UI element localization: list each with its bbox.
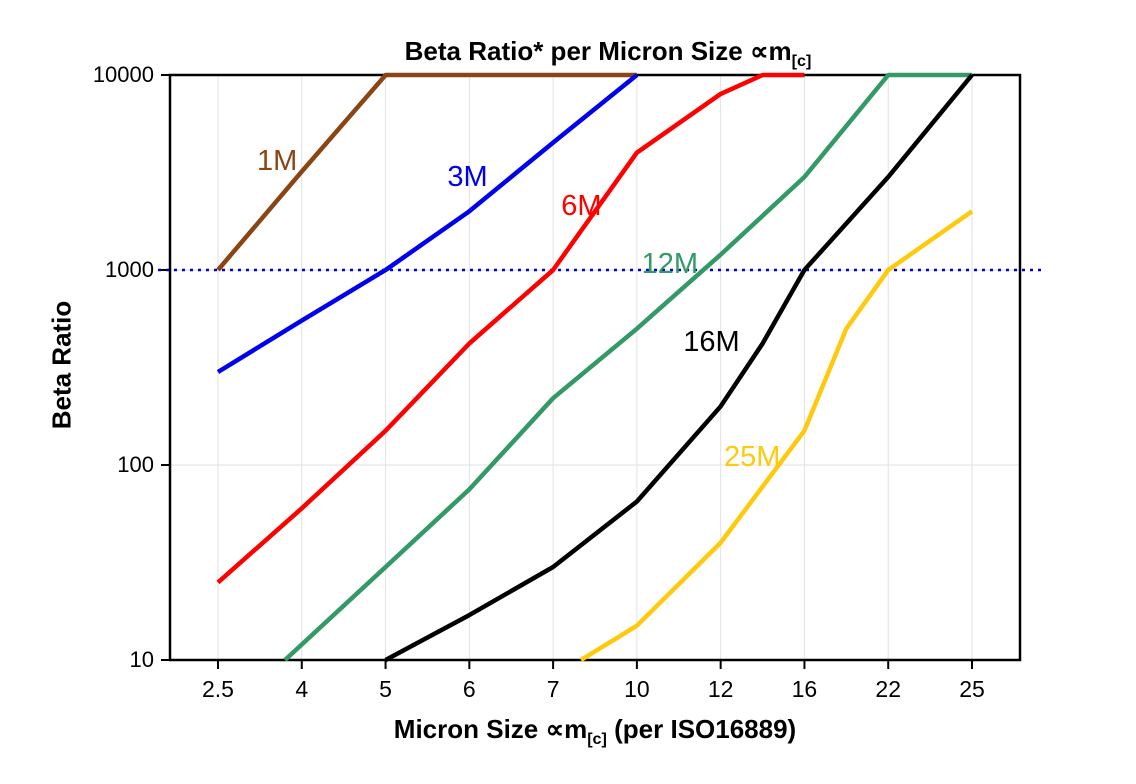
x-tick-label: 7 (547, 676, 560, 702)
series-line-25M (579, 209, 974, 662)
x-axis-label-subscript: [c] (587, 730, 607, 749)
x-tick-label: 10 (624, 676, 650, 702)
series-label-25M: 25M (724, 441, 780, 473)
x-tick-label: 5 (379, 676, 392, 702)
y-tick-label: 10000 (93, 62, 154, 87)
series-label-16M: 16M (683, 326, 739, 358)
x-tick-label: 6 (463, 676, 476, 702)
x-axis-label-symbol: ∝m (545, 714, 588, 744)
series-label-12M: 12M (642, 248, 698, 280)
series-line-16M (384, 73, 974, 662)
y-tick-label: 100 (117, 452, 154, 477)
chart-title-main: Beta Ratio* per Micron Size (404, 36, 750, 66)
x-tick-label: 16 (792, 676, 818, 702)
x-tick-label: 25 (959, 676, 985, 702)
x-tick-label: 22 (875, 676, 901, 702)
series-label-6M: 6M (561, 190, 601, 222)
series-line-12M (283, 72, 972, 662)
x-axis-label-pre: Micron Size (393, 714, 546, 744)
series-line-1M (216, 72, 637, 272)
chart-title-subscript: [c] (791, 52, 812, 71)
x-axis-label: Micron Size ∝m[c] (per ISO16889) (394, 714, 796, 749)
y-axis-label: Beta Ratio (46, 300, 77, 430)
plot-frame (168, 73, 1022, 662)
series-line-6M (216, 72, 805, 585)
chart-title-symbol: ∝m (749, 36, 792, 66)
x-tick-label: 12 (708, 676, 734, 702)
series-line-3M (216, 73, 639, 374)
x-axis-label-post: (per ISO16889) (606, 714, 797, 744)
chart-title: Beta Ratio* per Micron Size ∝m[c] (405, 36, 812, 71)
series-label-1M: 1M (257, 145, 297, 177)
series-label-3M: 3M (447, 161, 487, 193)
y-tick-label: 10 (130, 647, 154, 672)
x-tick-label: 2.5 (202, 676, 234, 702)
y-tick-label: 1000 (105, 257, 154, 282)
x-tick-label: 4 (295, 676, 308, 702)
